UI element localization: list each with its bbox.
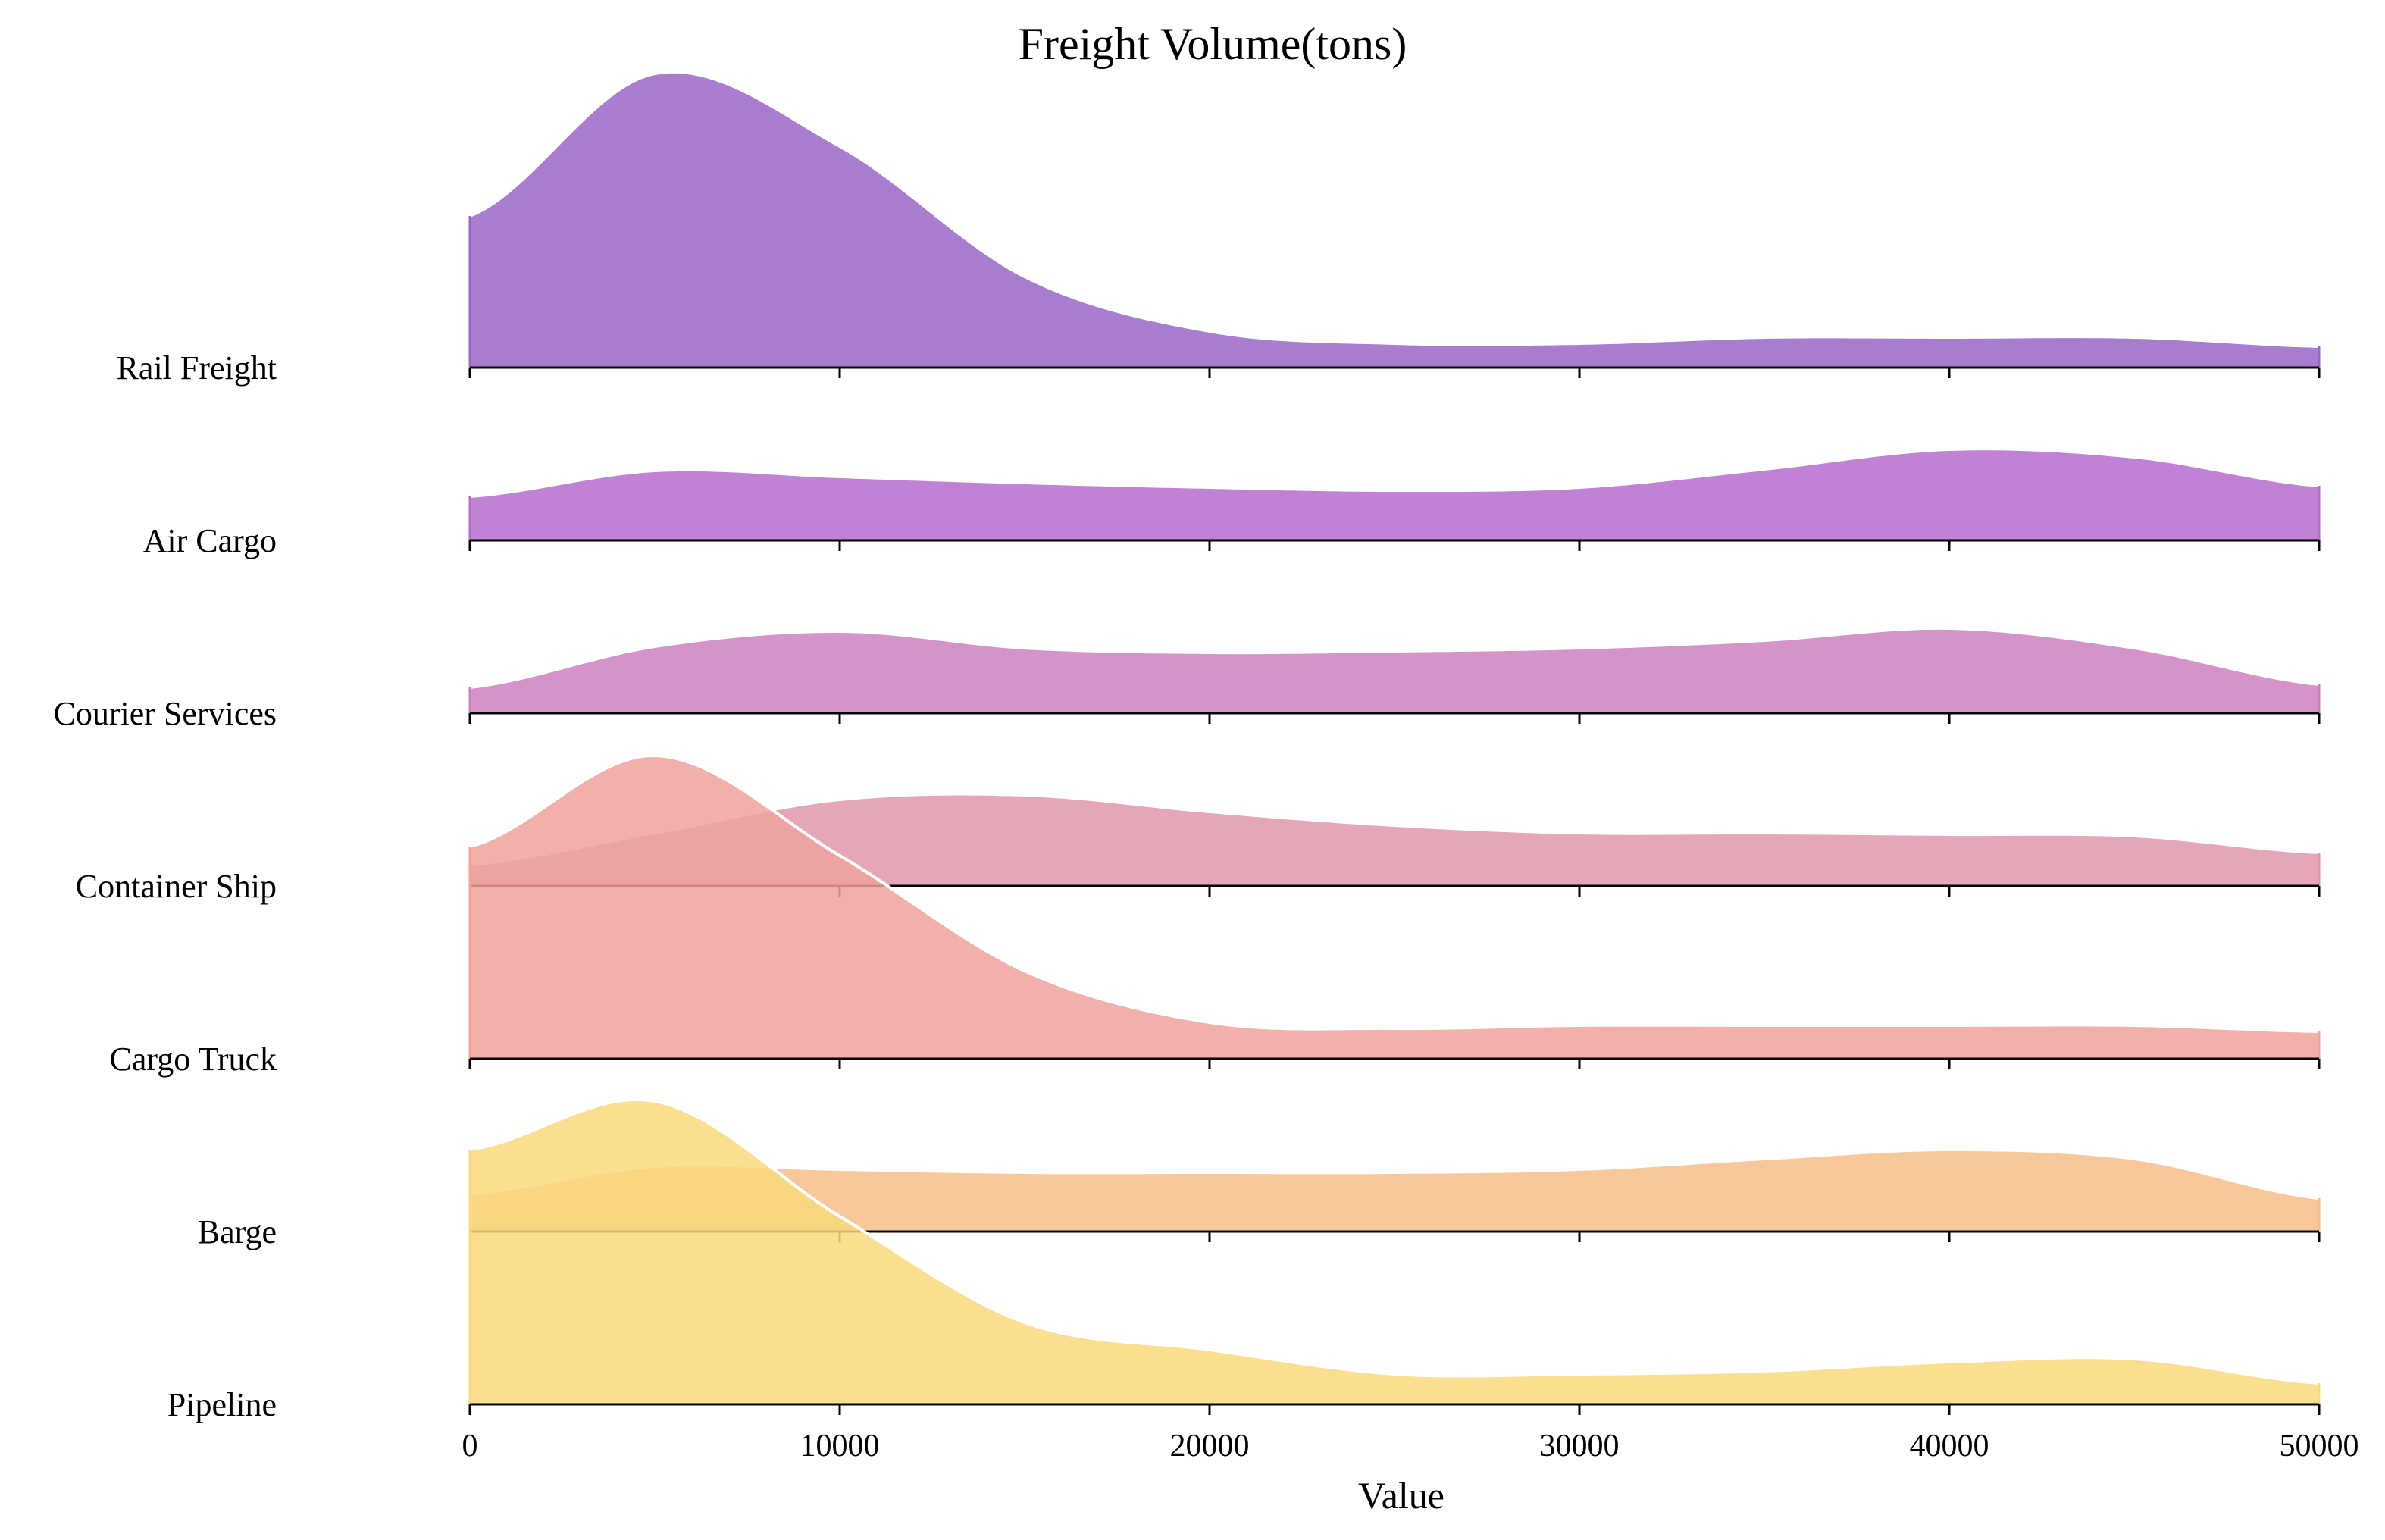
ridge-outline: [469, 1097, 2320, 1385]
ridge-label: Container Ship: [76, 868, 277, 905]
ridge-area: [470, 1100, 2319, 1404]
ridges-group: Rail Freight Air Cargo Courier Services Con…: [54, 70, 2321, 1423]
ridge-area: [470, 793, 2319, 886]
ridge-cargo-truck: Cargo Truck: [110, 753, 2321, 1078]
ridge-container-ship: Container Ship: [76, 792, 2321, 905]
ridge-outline: [469, 447, 2320, 498]
x-axis-title: Value: [1358, 1474, 1444, 1517]
ridge-air-cargo: Air Cargo: [143, 447, 2321, 559]
x-tick-label: 50000: [2280, 1429, 2359, 1463]
ridge-barge: Barge: [198, 1148, 2321, 1250]
ridge-area: [470, 71, 2319, 368]
chart-title: Freight Volume(tons): [1019, 19, 1407, 69]
x-tick-label: 0: [462, 1429, 478, 1463]
ridge-area: [470, 628, 2319, 713]
ridge-label: Barge: [198, 1213, 277, 1250]
x-tick-label: 10000: [800, 1429, 880, 1463]
ridge-outline: [469, 70, 2320, 348]
ridge-label: Air Cargo: [143, 522, 277, 559]
ridge-outline: [469, 626, 2320, 689]
ridge-rail-freight: Rail Freight: [117, 70, 2321, 387]
ridge-area: [470, 756, 2319, 1059]
ridge-area: [470, 449, 2319, 540]
ridge-label: Pipeline: [167, 1386, 277, 1423]
ridge-outline: [469, 753, 2320, 1033]
ridge-area: [470, 1150, 2319, 1232]
ridge-outline: [469, 1148, 2320, 1200]
x-axis: 0 10000 20000 30000 40000 50000: [462, 1429, 2359, 1463]
x-tick-label: 30000: [1540, 1429, 1620, 1463]
ridge-outline: [469, 792, 2320, 866]
x-tick-label: 20000: [1170, 1429, 1250, 1463]
ridge-pipeline: Pipeline: [167, 1097, 2321, 1423]
ridge-courier-services: Courier Services: [54, 626, 2321, 732]
x-tick-label: 40000: [1910, 1429, 1989, 1463]
ridge-label: Rail Freight: [117, 349, 277, 387]
ridge-label: Cargo Truck: [110, 1041, 277, 1078]
ridge-label: Courier Services: [54, 695, 277, 732]
